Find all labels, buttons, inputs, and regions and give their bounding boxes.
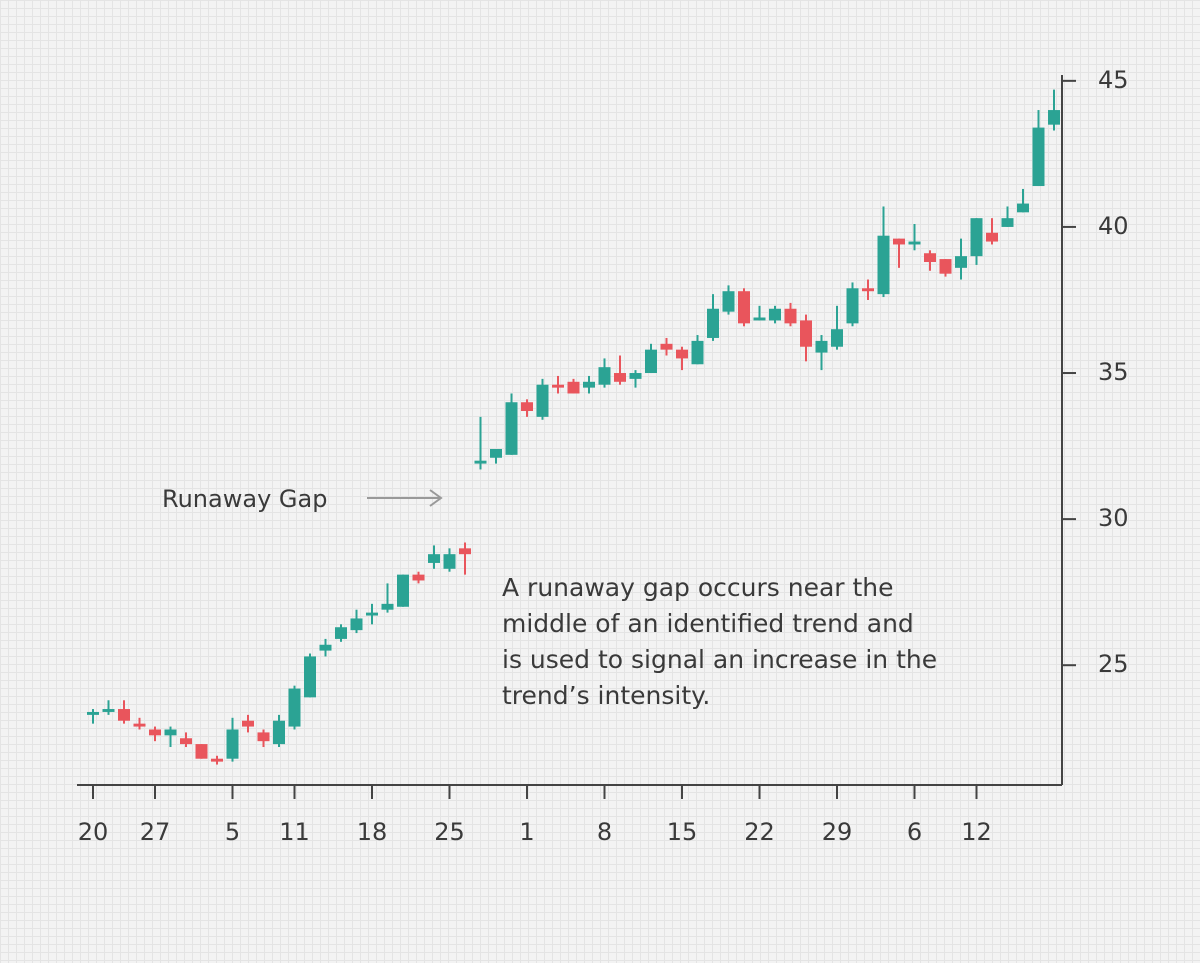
description-line: is used to signal an increase in the	[502, 645, 938, 674]
candle-body	[800, 320, 812, 347]
candle-body	[195, 744, 208, 759]
candle-body	[87, 711, 99, 715]
candle-body	[955, 256, 967, 268]
candle-body	[397, 574, 409, 607]
candle-body	[459, 548, 471, 555]
candle-body	[381, 603, 394, 610]
candle-body	[660, 343, 673, 350]
candle-body	[583, 381, 595, 388]
candle-body	[707, 308, 719, 338]
candle-body	[505, 402, 518, 455]
candle-body	[784, 308, 797, 324]
candle-body	[691, 340, 704, 365]
candle-body	[753, 317, 766, 321]
candle-body	[831, 329, 843, 347]
candle-body	[273, 720, 285, 745]
candle-body	[428, 554, 440, 563]
x-tick-label: 1	[519, 818, 534, 846]
candle-body	[288, 688, 301, 727]
candle-body	[164, 729, 177, 736]
candle-body	[242, 720, 254, 727]
candle-body	[211, 758, 223, 762]
candle-body	[180, 738, 192, 745]
candle-body	[908, 241, 921, 245]
candle-body	[629, 373, 642, 379]
candle-body	[257, 732, 270, 742]
candle-body	[877, 235, 890, 295]
candle-body	[738, 291, 750, 324]
candle-body	[226, 729, 239, 759]
candle-body	[133, 723, 146, 727]
candle-body	[893, 238, 905, 245]
candle-body	[676, 349, 688, 359]
candle-body	[846, 288, 859, 324]
x-tick-label: 11	[279, 818, 310, 846]
candle-body	[1001, 218, 1014, 227]
candle-body	[986, 232, 998, 242]
x-tick-label: 5	[225, 818, 240, 846]
candle-body	[366, 612, 378, 616]
candle-body	[552, 384, 564, 388]
candle-body	[521, 402, 533, 412]
candle-body	[924, 253, 936, 262]
candle-body	[118, 709, 130, 721]
x-tick-label: 8	[597, 818, 612, 846]
x-tick-label: 6	[907, 818, 922, 846]
candle-body	[304, 656, 316, 698]
candle-body	[335, 627, 347, 639]
candle-body	[722, 291, 735, 312]
candle-body	[815, 340, 828, 353]
x-tick-label: 27	[140, 818, 171, 846]
candle-body	[1048, 110, 1060, 125]
x-tick-label: 20	[78, 818, 109, 846]
candle-body	[970, 218, 983, 257]
candle-body	[536, 384, 549, 417]
x-tick-label: 12	[961, 818, 992, 846]
candle-body	[149, 729, 161, 736]
candle-body	[598, 367, 611, 385]
candle-body	[319, 644, 332, 651]
candle-body	[769, 308, 781, 321]
y-tick-label: 35	[1098, 358, 1129, 386]
candle-body	[412, 574, 425, 581]
y-tick-label: 30	[1098, 504, 1129, 532]
x-tick-label: 25	[434, 818, 465, 846]
x-tick-label: 15	[667, 818, 698, 846]
y-tick-label: 25	[1098, 650, 1129, 678]
y-tick-label: 45	[1098, 66, 1129, 94]
arrow-head	[429, 489, 443, 507]
description-line: A runaway gap occurs near the	[502, 573, 894, 602]
candle-body	[567, 381, 580, 394]
candle-body	[443, 554, 456, 569]
candle-body	[490, 448, 502, 458]
candle-body	[102, 709, 115, 712]
candle-body	[350, 618, 363, 631]
description: A runaway gap occurs near the middle of a…	[502, 570, 1022, 714]
y-tick-label: 40	[1098, 212, 1129, 240]
candle-body	[862, 288, 874, 292]
candle-body	[645, 349, 657, 374]
candle-body	[614, 373, 626, 382]
x-tick-label: 18	[357, 818, 388, 846]
candle-body	[474, 460, 487, 464]
description-line: middle of an identified trend and	[502, 609, 914, 638]
annotation: Runaway Gap	[162, 485, 327, 513]
candle-body	[939, 259, 952, 274]
candle-body	[1032, 127, 1045, 187]
x-tick-label: 22	[744, 818, 775, 846]
x-tick-label: 29	[822, 818, 853, 846]
description-line: trend’s intensity.	[502, 681, 711, 710]
candle-body	[1017, 203, 1029, 213]
